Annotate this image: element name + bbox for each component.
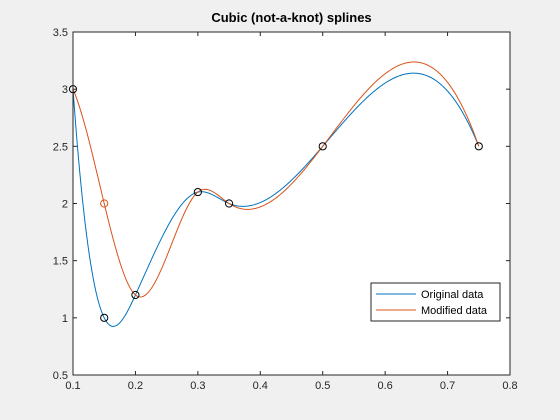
x-tick-label: 0.7 [440, 380, 455, 392]
x-tick-label: 0.3 [190, 380, 205, 392]
legend[interactable]: Original data Modified data [370, 282, 501, 322]
axes: 0.1 0.2 0.3 0.4 0.5 0.6 0.7 0.8 0.5 1 1.5 2 2.5 3 3.5 [53, 27, 518, 392]
data-point-marker [100, 313, 109, 322]
data-point-marker [224, 199, 234, 208]
data-point-marker [131, 290, 140, 300]
series-curves [72, 61, 480, 327]
y-tick-label: 1 [62, 313, 68, 325]
x-tick-label: 0.6 [377, 380, 392, 392]
x-tick-label: 0.8 [502, 380, 517, 392]
y-tick-label: 0.5 [53, 370, 68, 382]
y-tick-label: 3.5 [53, 27, 68, 39]
y-tick-label: 2.5 [53, 141, 68, 153]
series-line-1 [72, 72, 480, 327]
modified-point-marker [100, 199, 109, 208]
x-tick-label: 0.2 [128, 380, 143, 392]
x-tick-label: 0.4 [253, 380, 268, 392]
y-tick-label: 2 [62, 199, 68, 211]
legend-box [370, 282, 501, 322]
legend-entry-1: Original data [421, 289, 484, 301]
chart-title: Cubic (not-a-knot) splines [211, 10, 371, 25]
x-tick-label: 0.5 [315, 380, 330, 392]
data-point-marker [193, 187, 202, 197]
y-tick-label: 1.5 [53, 256, 68, 268]
legend-entry-2: Modified data [421, 305, 488, 317]
plot-area [73, 32, 510, 375]
y-tick-label: 3 [62, 84, 68, 96]
series-line-2 [72, 61, 480, 298]
x-tick-label: 0.1 [65, 380, 80, 392]
data-point-marker [318, 142, 327, 151]
data-point-marker [474, 142, 483, 151]
